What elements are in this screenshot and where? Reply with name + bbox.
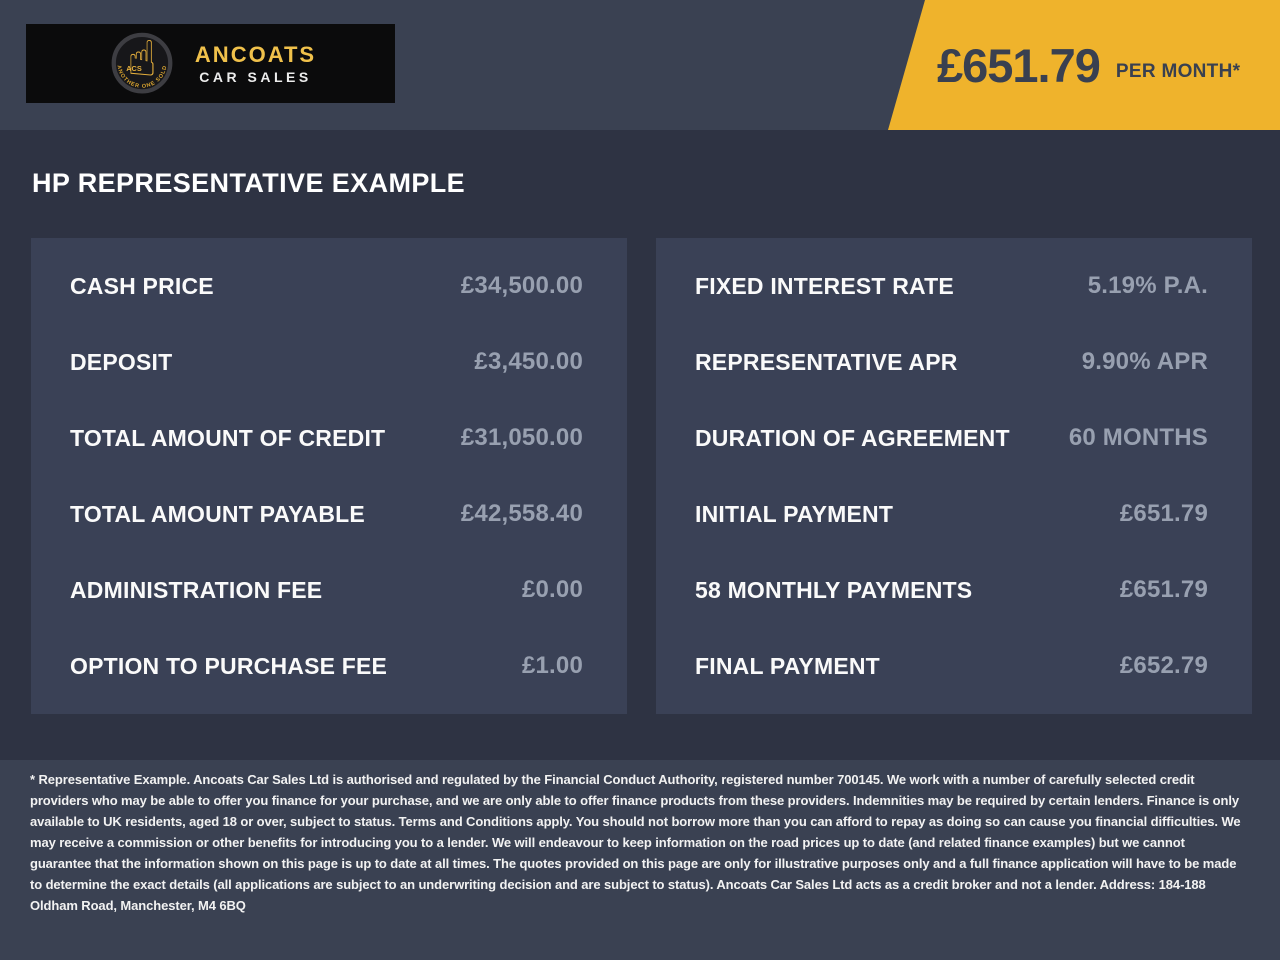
banner-period: PER MONTH*	[1115, 61, 1241, 82]
finance-panel-left: CASH PRICE £34,500.00 DEPOSIT £3,450.00 …	[31, 238, 627, 714]
finance-row: OPTION TO PURCHASE FEE £1.00	[31, 652, 627, 680]
finance-row-value: £0.00	[521, 576, 583, 603]
finance-row-value: £3,450.00	[474, 348, 583, 375]
brand-text: ANCOATS CAR SALES	[195, 42, 316, 84]
finance-row-value: 9.90% APR	[1081, 348, 1208, 375]
svg-text:☝: ☝	[127, 29, 157, 87]
finance-row: REPRESENTATIVE APR 9.90% APR	[656, 348, 1252, 376]
finance-row-label: TOTAL AMOUNT PAYABLE	[70, 500, 365, 527]
finance-row-label: INITIAL PAYMENT	[695, 500, 894, 527]
finance-row: TOTAL AMOUNT PAYABLE £42,558.40	[31, 500, 627, 528]
finance-row: FIXED INTEREST RATE 5.19% P.A.	[656, 272, 1252, 300]
finance-row: TOTAL AMOUNT OF CREDIT £31,050.00	[31, 424, 627, 452]
finance-row-label: OPTION TO PURCHASE FEE	[70, 652, 388, 679]
finance-row: DEPOSIT £3,450.00	[31, 348, 627, 376]
footer-bar: * Representative Example. Ancoats Car Sa…	[0, 760, 1280, 960]
finance-row-label: DURATION OF AGREEMENT	[695, 424, 1010, 451]
finance-row-value: £651.79	[1119, 576, 1208, 603]
finance-row: 58 MONTHLY PAYMENTS £651.79	[656, 576, 1252, 604]
header-bar: ANOTHER ONE SOLD ☝ ACS ANCOATS CAR SALES…	[0, 0, 1280, 130]
brand-name: ANCOATS	[194, 42, 317, 68]
finance-row-value: £31,050.00	[460, 424, 583, 451]
svg-text:ACS: ACS	[126, 64, 142, 73]
page-title: HP REPRESENTATIVE EXAMPLE	[32, 168, 466, 198]
finance-row-label: 58 MONTHLY PAYMENTS	[695, 576, 973, 603]
finance-panel-right: FIXED INTEREST RATE 5.19% P.A. REPRESENT…	[656, 238, 1252, 714]
finance-row-value: £1.00	[521, 652, 583, 679]
finance-row: CASH PRICE £34,500.00	[31, 272, 627, 300]
finance-row-label: TOTAL AMOUNT OF CREDIT	[70, 424, 386, 451]
finance-row-label: FINAL PAYMENT	[695, 652, 880, 679]
banner-price: £651.79	[937, 38, 1101, 92]
pointing-hand-icon: ANOTHER ONE SOLD ☝ ACS	[111, 29, 173, 94]
finance-row: FINAL PAYMENT £652.79	[656, 652, 1252, 680]
finance-row-label: ADMINISTRATION FEE	[70, 576, 323, 603]
finance-row-value: £34,500.00	[460, 272, 583, 299]
finance-row-value: 60 MONTHS	[1068, 424, 1208, 451]
finance-row-label: CASH PRICE	[70, 272, 214, 299]
finance-row-value: 5.19% P.A.	[1087, 272, 1208, 299]
brand-logo: ANOTHER ONE SOLD ☝ ACS ANCOATS CAR SALES	[26, 24, 395, 103]
finance-row: INITIAL PAYMENT £651.79	[656, 500, 1252, 528]
finance-row: ADMINISTRATION FEE £0.00	[31, 576, 627, 604]
finance-row: DURATION OF AGREEMENT 60 MONTHS	[656, 424, 1252, 452]
finance-row-value: £651.79	[1119, 500, 1208, 527]
price-banner: £651.79 PER MONTH*	[888, 0, 1280, 130]
finance-row-value: £42,558.40	[460, 500, 583, 527]
brand-tagline: CAR SALES	[199, 68, 312, 85]
disclaimer-text: * Representative Example. Ancoats Car Sa…	[30, 772, 1241, 914]
finance-row-label: FIXED INTEREST RATE	[695, 272, 954, 299]
finance-row-label: REPRESENTATIVE APR	[695, 348, 958, 375]
finance-row-value: £652.79	[1119, 652, 1208, 679]
finance-row-label: DEPOSIT	[70, 348, 173, 375]
